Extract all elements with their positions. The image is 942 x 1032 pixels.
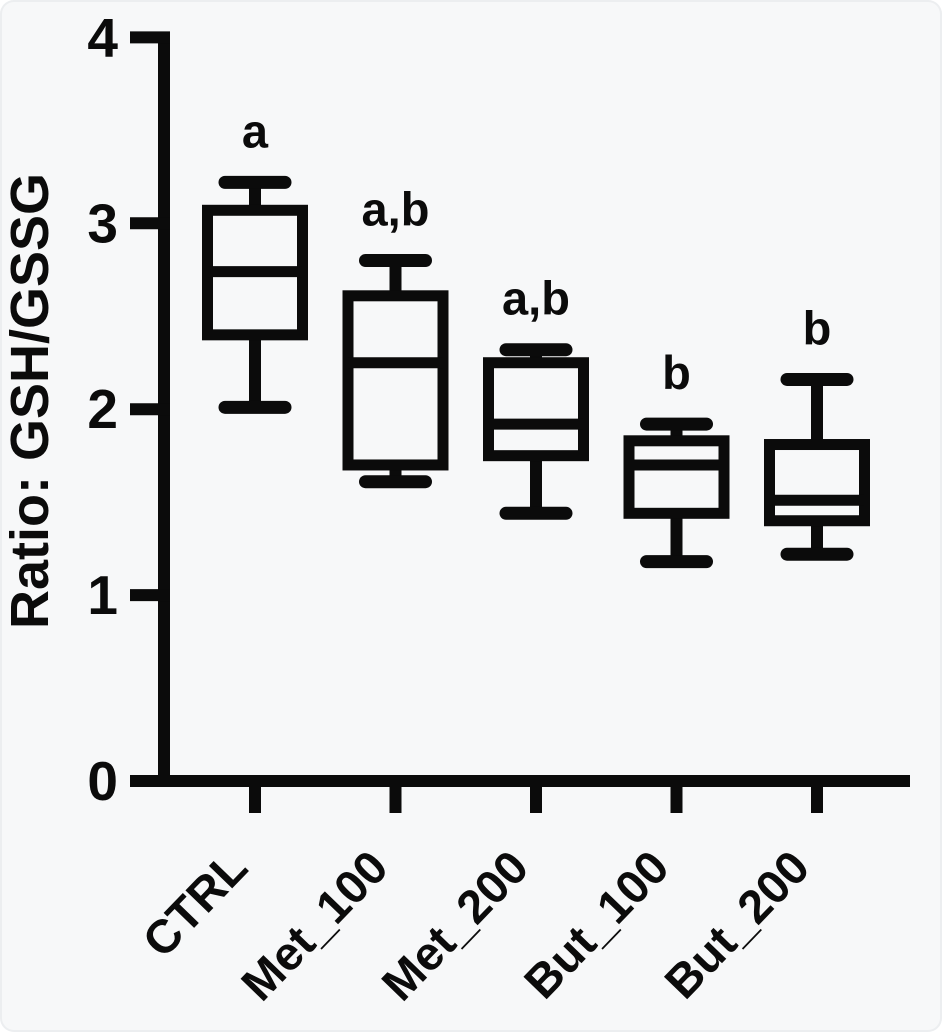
iqr-box [483, 357, 589, 462]
y-tick-label-4: 4 [87, 6, 118, 68]
box-series: a a,b a,b b b [202, 104, 870, 569]
significance-label: a,b [362, 182, 430, 235]
x-tick-label-Met_200: Met_200 [371, 840, 538, 1010]
iqr-box [342, 290, 449, 471]
y-axis-title: Ratio: GSH/GSSG [0, 173, 60, 629]
box-group-CTRL: a [202, 104, 308, 414]
x-tick-label-CTRL: CTRL [132, 840, 257, 967]
significance-label: b [803, 301, 832, 354]
box-group-Met_100: a,b [342, 182, 449, 489]
x-tick-label-But_200: But_200 [654, 840, 819, 1008]
x-tick-label-But_100: But_100 [514, 840, 679, 1008]
iqr-box [623, 435, 730, 519]
box-group-But_200: b [764, 301, 870, 561]
y-tick-label-3: 3 [87, 192, 118, 254]
box-group-Met_200: a,b [483, 272, 589, 520]
y-tick-label-0: 0 [87, 750, 118, 812]
x-tick-label-Met_100: Met_100 [231, 840, 398, 1010]
significance-label: b [662, 346, 691, 399]
significance-label: a [242, 104, 269, 157]
y-axis: 0 1 2 3 4 [87, 6, 170, 812]
box-group-But_100: b [623, 346, 730, 569]
iqr-box [764, 439, 870, 527]
y-tick-label-1: 1 [87, 564, 118, 626]
y-tick-label-2: 2 [87, 378, 118, 440]
significance-label: a,b [502, 272, 570, 325]
